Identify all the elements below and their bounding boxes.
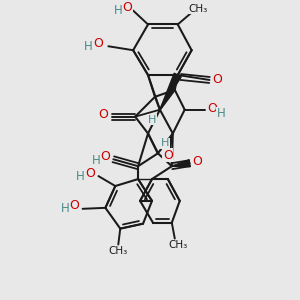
Text: H: H xyxy=(161,138,169,148)
Text: H: H xyxy=(114,4,123,17)
Text: H: H xyxy=(76,169,85,183)
Text: CH₃: CH₃ xyxy=(109,246,128,256)
Polygon shape xyxy=(172,160,190,166)
Text: O: O xyxy=(163,149,173,162)
Text: O: O xyxy=(94,37,103,50)
Text: CH₃: CH₃ xyxy=(168,241,188,250)
Text: H: H xyxy=(148,115,156,124)
Polygon shape xyxy=(163,134,173,156)
Text: O: O xyxy=(122,1,132,14)
Text: H: H xyxy=(217,107,226,120)
Text: O: O xyxy=(193,155,202,168)
Text: O: O xyxy=(208,102,218,115)
Text: O: O xyxy=(70,199,80,212)
Text: O: O xyxy=(212,74,222,86)
Text: O: O xyxy=(98,108,108,121)
Polygon shape xyxy=(160,73,181,110)
Text: O: O xyxy=(85,167,95,180)
Text: O: O xyxy=(100,150,110,163)
Text: CH₃: CH₃ xyxy=(188,4,207,14)
Text: H: H xyxy=(60,202,69,215)
Text: H: H xyxy=(92,154,101,167)
Text: H: H xyxy=(84,40,93,53)
